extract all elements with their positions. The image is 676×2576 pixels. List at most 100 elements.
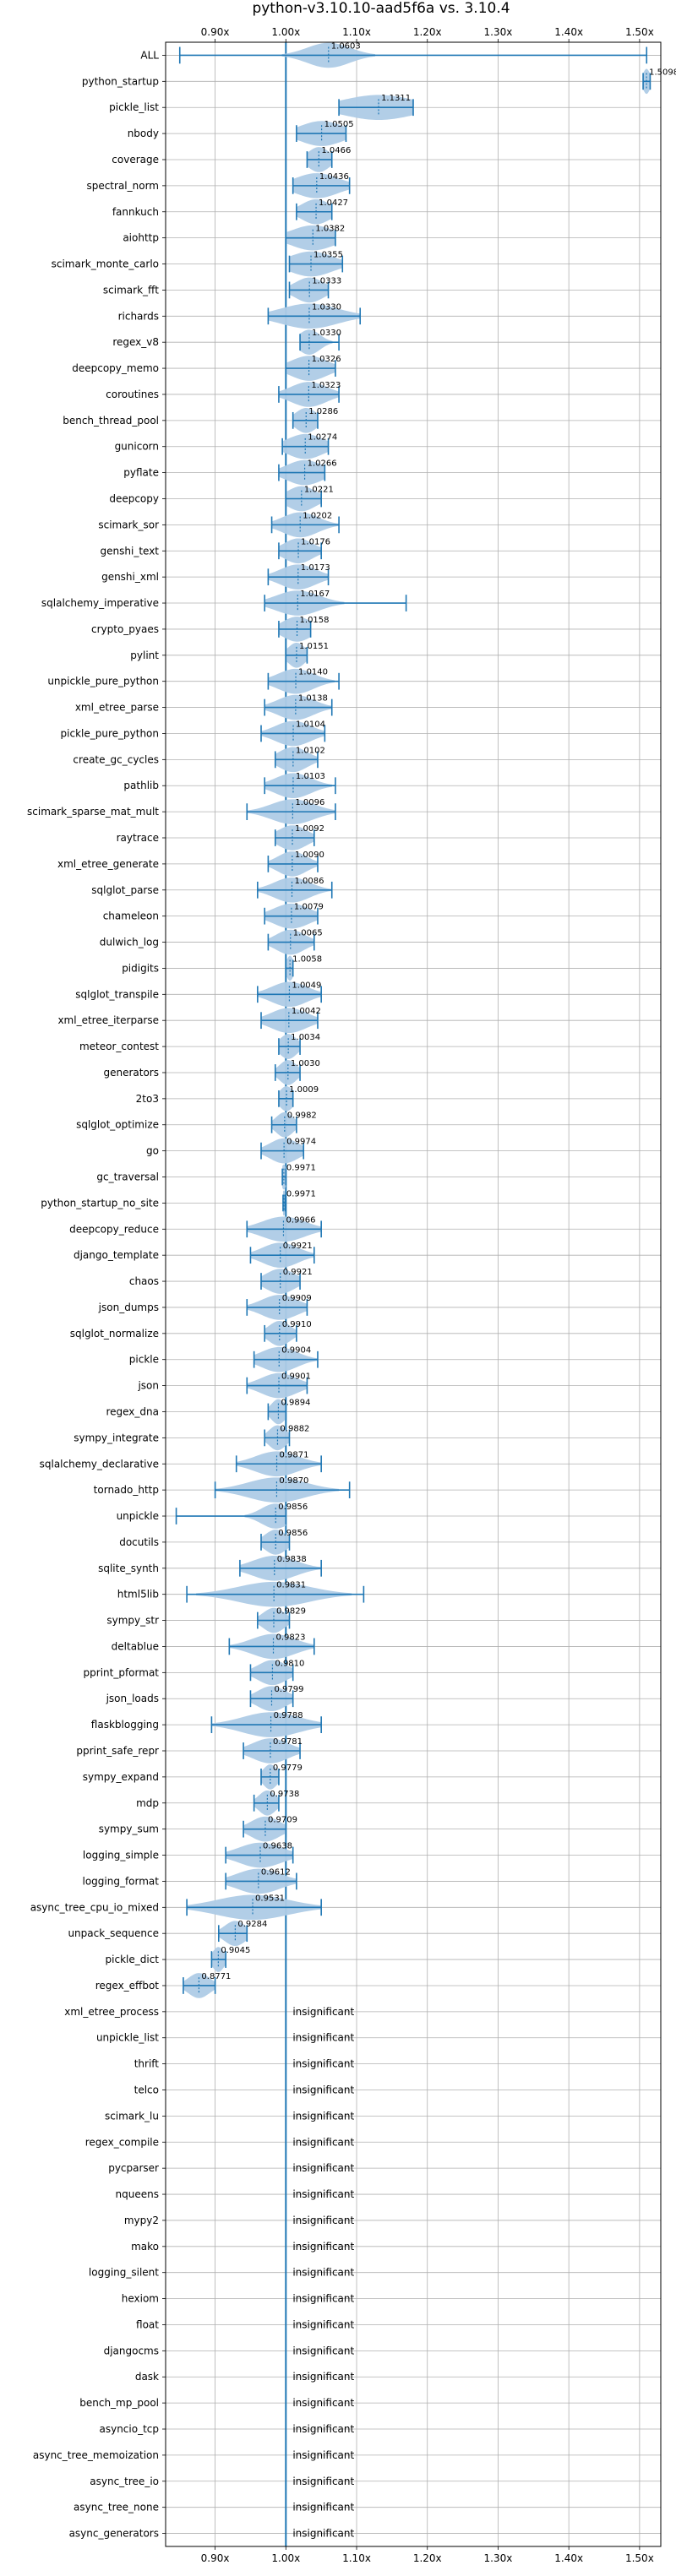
chart-title: python-v3.10.10-aad5f6a vs. 3.10.4 xyxy=(252,0,510,17)
value-label: 1.0034 xyxy=(291,1033,320,1042)
value-label: 1.0382 xyxy=(315,225,345,234)
value-label: 1.1311 xyxy=(381,94,411,103)
benchmark-label: mypy2 xyxy=(124,2215,159,2226)
insignificant-label: insignificant xyxy=(292,2345,354,2356)
x-tick-label-bottom: 0.90x xyxy=(201,2552,230,2564)
benchmark-label: pickle_dict xyxy=(106,1954,160,1965)
benchmark-label: pprint_safe_repr xyxy=(76,1745,159,1757)
benchmark-label: xml_etree_parse xyxy=(75,702,159,714)
value-label: 0.9856 xyxy=(278,1529,308,1538)
insignificant-label: insignificant xyxy=(292,2188,354,2200)
benchmark-label: chameleon xyxy=(103,910,159,922)
benchmark-label: unpickle_list xyxy=(96,2032,159,2044)
benchmark-label: nbody xyxy=(128,128,159,139)
benchmark-label: html5lib xyxy=(117,1589,159,1600)
value-label: 1.0086 xyxy=(295,877,324,886)
insignificant-label: insignificant xyxy=(292,2006,354,2018)
benchmark-label: regex_v8 xyxy=(112,336,159,348)
value-label: 1.0042 xyxy=(292,1007,321,1016)
x-tick-label-top: 1.30x xyxy=(484,26,513,38)
value-label: 1.0151 xyxy=(299,642,329,651)
value-label: 0.9904 xyxy=(281,1346,311,1356)
benchmark-label: fannkuch xyxy=(112,206,159,218)
benchmark-label: go xyxy=(146,1145,159,1157)
benchmark-label: regex_dna xyxy=(106,1405,159,1417)
benchmark-label: sqlglot_optimize xyxy=(76,1119,159,1131)
value-label: 1.0030 xyxy=(291,1059,320,1068)
benchmark-label: chaos xyxy=(129,1275,159,1287)
x-tick-labels: 0.90x 0.90x 1.00x 1.00x 1.10x 1.10x 1.20x 1.20x… xyxy=(201,26,654,2564)
benchmark-label: sqlglot_transpile xyxy=(75,988,159,1000)
value-label: 0.9921 xyxy=(283,1242,313,1251)
value-label: 0.9612 xyxy=(261,1867,291,1877)
benchmark-label: pickle xyxy=(129,1354,159,1366)
benchmark-label: mdp xyxy=(136,1797,159,1809)
x-tick-label-bottom: 1.50x xyxy=(625,2552,654,2564)
benchmark-label: hexiom xyxy=(122,2293,159,2305)
value-label: 1.0090 xyxy=(295,851,324,860)
benchmark-label: tornado_http xyxy=(94,1484,159,1496)
value-label: 1.0138 xyxy=(298,694,328,704)
value-label: 1.0326 xyxy=(312,355,341,364)
value-label: 1.0221 xyxy=(304,485,334,494)
benchmark-label: meteor_contest xyxy=(79,1041,159,1052)
value-label: 1.0167 xyxy=(300,590,330,599)
benchmark-label: unpickle_pure_python xyxy=(47,676,159,687)
benchmark-label: async_tree_io xyxy=(90,2475,159,2487)
plot-frame xyxy=(165,41,662,2547)
benchmark-label: sqlalchemy_declarative xyxy=(40,1458,159,1470)
benchmark-label: raytrace xyxy=(117,832,159,844)
value-label: 0.9910 xyxy=(282,1320,312,1329)
value-label: 0.9738 xyxy=(270,1790,299,1799)
value-label: 1.0286 xyxy=(308,407,338,416)
x-tick-label-bottom: 1.00x xyxy=(271,2552,300,2564)
benchmark-label: genshi_text xyxy=(101,545,160,557)
benchmark-label: async_tree_memoization xyxy=(33,2449,159,2461)
value-label: 0.9971 xyxy=(286,1189,316,1198)
value-label: 0.9921 xyxy=(283,1268,313,1277)
insignificant-label: insignificant xyxy=(292,2449,354,2461)
value-label: 1.0274 xyxy=(308,433,337,443)
benchmark-label: pprint_pformat xyxy=(84,1666,160,1678)
benchmark-label: generators xyxy=(103,1067,159,1079)
benchmark-label: json_loads xyxy=(106,1693,159,1704)
benchmark-label: sqlalchemy_imperative xyxy=(41,597,159,609)
insignificant-label: insignificant xyxy=(292,2136,354,2148)
x-tick-label-top: 1.20x xyxy=(413,26,442,38)
value-label: 1.0103 xyxy=(296,772,325,781)
value-label: 1.0427 xyxy=(319,198,348,208)
value-label: 1.0104 xyxy=(296,720,325,729)
benchmark-label: scimark_sor xyxy=(98,519,159,530)
insignificant-label: insignificant xyxy=(292,2032,354,2044)
benchmark-label: coverage xyxy=(112,154,159,166)
value-label: 0.9823 xyxy=(275,1633,305,1642)
benchmark-label: pickle_list xyxy=(109,101,159,113)
value-label: 0.9882 xyxy=(280,1424,309,1433)
benchmark-label: float xyxy=(136,2318,159,2330)
benchmark-label: xml_etree_generate xyxy=(57,858,159,870)
value-label: 0.9781 xyxy=(273,1737,303,1747)
benchmark-label: thrift xyxy=(134,2058,160,2070)
value-label: 1.0266 xyxy=(308,459,337,469)
value-label: 0.9788 xyxy=(274,1711,303,1720)
x-tick-label-bottom: 1.30x xyxy=(484,2552,513,2564)
benchmark-label: xml_etree_iterparse xyxy=(57,1014,159,1026)
benchmark-label: create_gc_cycles xyxy=(73,753,159,765)
insignificant-label: insignificant xyxy=(292,2215,354,2226)
benchmark-label: regex_compile xyxy=(85,2136,159,2148)
insignificant-label: insignificant xyxy=(292,2058,354,2070)
value-label: 0.9856 xyxy=(278,1503,308,1512)
value-label: 0.8771 xyxy=(201,1972,231,1981)
benchmark-label: ALL xyxy=(140,49,159,61)
benchmark-label: unpack_sequence xyxy=(68,1927,159,1939)
value-label: 1.0202 xyxy=(303,511,332,520)
value-label: 0.9871 xyxy=(280,1450,309,1459)
value-label: 0.9779 xyxy=(273,1764,303,1773)
insignificant-label: insignificant xyxy=(292,2423,354,2435)
benchmark-label: sympy_sum xyxy=(99,1823,159,1835)
insignificant-label: insignificant xyxy=(292,2502,354,2514)
benchmark-label: async_tree_none xyxy=(74,2502,159,2514)
value-label: 0.9894 xyxy=(281,1398,310,1407)
value-label: 1.0436 xyxy=(319,172,349,182)
value-label: 0.9709 xyxy=(268,1816,297,1825)
